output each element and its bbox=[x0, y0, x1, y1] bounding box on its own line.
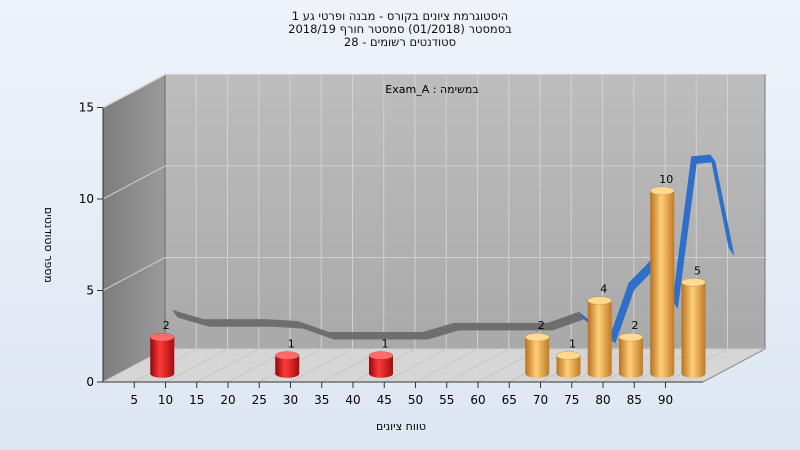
bar-body bbox=[556, 355, 581, 378]
bar-value-label: 2 bbox=[632, 319, 639, 332]
bar-value-label: 10 bbox=[659, 173, 673, 186]
y-tick-label: 0 bbox=[86, 375, 94, 389]
x-tick-label: 75 bbox=[564, 393, 579, 407]
bar-body bbox=[681, 282, 706, 378]
title-line-3: סטודנטים רשומים - 28 bbox=[343, 35, 457, 49]
floor-grid-line bbox=[290, 348, 353, 383]
grid-line-horizontal bbox=[102, 165, 765, 200]
bar-top bbox=[525, 332, 550, 342]
trend-segment bbox=[709, 154, 735, 256]
trend-segment bbox=[453, 322, 522, 331]
x-tick-label: 5 bbox=[130, 393, 138, 407]
bar-value-label: 1 bbox=[288, 337, 295, 350]
grid-line-horizontal bbox=[102, 257, 765, 291]
bar-body bbox=[619, 337, 643, 378]
x-tick-label: 60 bbox=[470, 393, 485, 407]
bar-value-label: 4 bbox=[600, 283, 607, 296]
bar bbox=[525, 332, 550, 378]
x-tick-label: 90 bbox=[658, 393, 673, 407]
x-tick-label: 35 bbox=[314, 393, 329, 407]
x-tick-label: 70 bbox=[533, 393, 548, 407]
floor-grid-line bbox=[446, 348, 509, 383]
x-tick-label: 25 bbox=[252, 393, 267, 407]
floor-grid-line bbox=[165, 348, 228, 383]
bar-top bbox=[150, 332, 175, 342]
x-tick-label: 30 bbox=[283, 393, 298, 407]
chart-title: היסטוגרמת ציונים בקורס - מבנה ופרטי גע 1… bbox=[0, 10, 800, 49]
x-tick-label: 65 bbox=[502, 393, 517, 407]
bar-body bbox=[525, 337, 550, 378]
bar-value-label: 2 bbox=[163, 319, 170, 332]
bar bbox=[275, 351, 300, 378]
bar-top bbox=[650, 186, 675, 195]
trend-segment bbox=[359, 332, 428, 340]
bar-body bbox=[650, 190, 675, 378]
x-tick-label: 55 bbox=[439, 393, 454, 407]
bar-top bbox=[618, 332, 644, 342]
task-annotation: במשימה : Exam_A bbox=[385, 83, 478, 96]
bar bbox=[587, 296, 612, 378]
x-tick-label: 20 bbox=[220, 393, 235, 407]
back-wall bbox=[164, 74, 766, 350]
x-tick-label: 10 bbox=[158, 393, 173, 407]
grid-line-horizontal bbox=[102, 74, 765, 108]
x-tick-label: 40 bbox=[345, 393, 360, 407]
y-tick-label: 15 bbox=[79, 101, 94, 115]
floor-grid-line bbox=[415, 348, 478, 383]
x-tick-label: 15 bbox=[189, 393, 204, 407]
x-tick-label: 85 bbox=[627, 393, 642, 407]
title-line-1: היסטוגרמת ציונים בקורס - מבנה ופרטי גע 1 bbox=[291, 9, 509, 23]
bar-body bbox=[587, 300, 612, 378]
bar-top bbox=[556, 351, 581, 360]
bar bbox=[150, 332, 175, 378]
bar-top bbox=[275, 351, 300, 360]
bar-value-label: 5 bbox=[694, 264, 701, 277]
title-line-2: בסמסטר (01/2018) סמסטר חורף 2018/19 bbox=[288, 22, 512, 36]
bar-body bbox=[150, 337, 175, 378]
bar-value-label: 2 bbox=[538, 319, 545, 332]
bar bbox=[556, 351, 581, 378]
bar bbox=[650, 186, 675, 378]
bar bbox=[368, 351, 394, 378]
bar-value-label: 1 bbox=[382, 337, 389, 350]
x-axis-label: טווח ציונים bbox=[376, 420, 426, 433]
bar-top bbox=[368, 351, 394, 360]
x-tick-label: 80 bbox=[595, 393, 610, 407]
x-tick-label: 45 bbox=[377, 393, 392, 407]
x-tick-label: 50 bbox=[408, 393, 423, 407]
trend-segment bbox=[516, 322, 553, 331]
bar-body bbox=[275, 355, 300, 378]
trend-segment bbox=[328, 332, 366, 340]
bar-top bbox=[681, 278, 706, 287]
floor-grid-line bbox=[196, 348, 259, 383]
bar bbox=[681, 278, 706, 378]
y-axis-label: מספר סטודנטים bbox=[42, 207, 55, 283]
bar-body bbox=[369, 355, 393, 378]
y-tick-label: 5 bbox=[86, 284, 94, 298]
trend-segment bbox=[203, 319, 272, 327]
y-tick-label: 10 bbox=[79, 192, 94, 206]
bar-value-label: 1 bbox=[569, 337, 576, 350]
floor-grid-line bbox=[384, 348, 447, 383]
bar-top bbox=[587, 296, 612, 305]
bar bbox=[618, 332, 644, 378]
